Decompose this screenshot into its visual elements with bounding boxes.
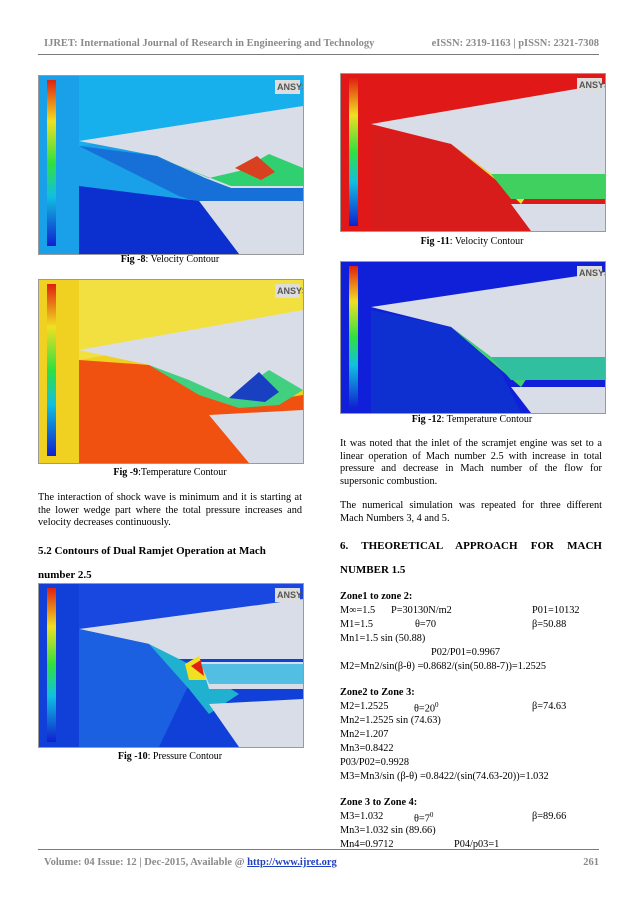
zone1-line3: Mn1=1.5 sin (50.88) [340,633,426,644]
zone2-line1c: β=74.63 [532,701,567,712]
ansys-logo: ANSYS [277,590,303,600]
zone1-line4: P02/P01=0.9967 [431,647,501,658]
fig9-label: Fig -9 [113,467,139,478]
zone2-line2: Mn2=1.2525 sin (74.63) [340,715,441,726]
zone1-line5: M2=Mn2/sin(β-θ) =0.8682/(sin(50.88-7))=1… [340,661,547,672]
zone1-line1b: P=30130N/m2 [391,605,452,616]
zone3-heading: Zone 3 to Zone 4: [340,797,418,808]
fig12-title: : Temperature Contour [441,414,533,425]
fig11-title: : Velocity Contour [449,236,524,247]
fig9-temperature-contour-image: ANSYS [38,279,304,464]
zone2-line3: Mn2=1.207 [340,729,389,740]
fig12-caption: Fig -12: Temperature Contour [340,414,604,425]
header-rule [38,54,599,55]
zone3-line1c: β=89.66 [532,811,567,822]
right-paragraph-2: The numerical simulation was repeated fo… [340,500,602,524]
ansys-logo: ANSYS [277,82,303,92]
section-heading-5-2: 5.2 Contours of Dual Ramjet Operation at… [38,545,266,581]
journal-name: IJRET: International Journal of Research… [44,38,375,49]
fig8-title: : Velocity Contour [145,254,220,265]
zone1-heading: Zone1 to zone 2: [340,591,413,602]
fig12-temperature-contour-image: ANSYS [340,261,606,414]
page-number: 261 [583,857,599,868]
ansys-logo: ANSYS [579,80,605,90]
zone2-line1a: M2=1.2525 [340,701,389,712]
fig11-caption: Fig -11: Velocity Contour [340,236,604,247]
fig10-caption: Fig -10: Pressure Contour [38,751,302,762]
fig9-title: :Temperature Contour [138,467,227,478]
right-paragraph-1: It was noted that the inlet of the scram… [340,438,602,487]
footer-volume: Volume: 04 Issue: 12 | Dec-2015, Availab… [44,857,248,868]
fig10-title: : Pressure Contour [147,751,223,762]
zone1-line2a: M1=1.5 [340,619,373,630]
zone1-line2b: θ=70 [415,619,437,630]
zone2-heading: Zone2 to Zone 3: [340,687,415,698]
fig8-caption: Fig -8: Velocity Contour [38,254,302,265]
issn: eISSN: 2319-1163 | pISSN: 2321-7308 [431,38,599,49]
zone1-line1a: M∞=1.5 [340,605,376,616]
footer-rule [38,849,599,850]
fig10-pressure-contour-image: ANSYS [38,583,304,748]
footer-url-link[interactable]: http://www.ijret.org [247,857,337,868]
zone2-line1b: θ=200 [414,701,439,715]
fig11-label: Fig -11 [420,236,450,247]
zone1-line1c: P01=10132 [532,605,580,616]
fig10-label: Fig -10 [117,751,148,762]
zone2-line4: Mn3=0.8422 [340,743,394,754]
left-paragraph-1: The interaction of shock wave is minimum… [38,492,302,529]
zone2-line6: M3=Mn3/sin (β-θ) =0.8422/(sin(74.63-20))… [340,771,549,782]
zone3-line1b: θ=70 [414,811,434,825]
zone3-line3b: P04/p03=1 [454,839,500,850]
zone1-line2c: β=50.88 [532,619,567,630]
ansys-logo: ANSYS [579,268,605,278]
running-footer: Volume: 04 Issue: 12 | Dec-2015, Availab… [44,857,599,868]
fig12-label: Fig -12 [411,414,442,425]
zone3-line3a: Mn4=0.9712 [340,839,394,850]
ansys-logo: ANSYS [277,286,303,296]
fig9-caption: Fig -9:Temperature Contour [38,467,302,478]
section-heading-6: 6. THEORETICAL APPROACH FOR MACH NUMBER … [340,540,602,576]
fig8-label: Fig -8 [120,254,146,265]
fig11-velocity-contour-image: ANSYS [340,73,606,232]
zone2-line5: P03/P02=0.9928 [340,757,410,768]
fig8-velocity-contour-image: ANSYS [38,75,304,255]
zone3-line2: Mn3=1.032 sin (89.66) [340,825,436,836]
zone3-line1a: M3=1.032 [340,811,384,822]
